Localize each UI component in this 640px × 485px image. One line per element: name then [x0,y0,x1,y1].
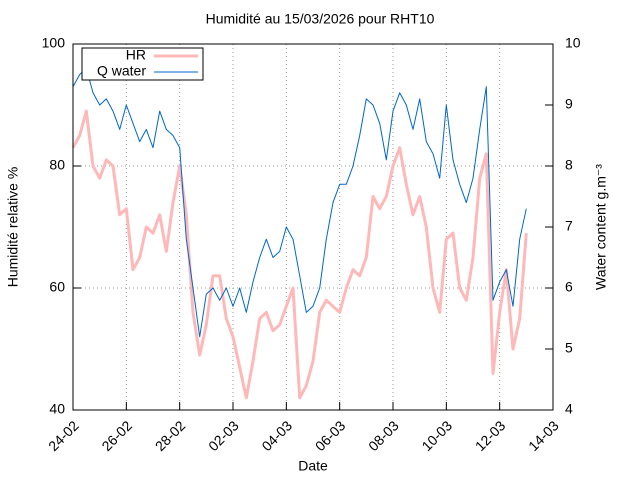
y2-tick-label: 9 [565,96,573,112]
y2-tick-label: 7 [565,218,573,234]
y-tick-label: 100 [42,35,66,51]
y-tick-label: 60 [49,279,65,295]
x-tick-label: 12-03 [472,417,509,454]
x-tick-label: 06-03 [312,417,349,454]
y2-tick-label: 8 [565,157,573,173]
y2-axis-label: Water content g.m⁻³ [593,164,609,290]
y2-tick-label: 6 [565,279,573,295]
legend-box [81,47,204,81]
x-tick-label: 14-03 [525,417,562,454]
x-tick-label: 08-03 [365,417,402,454]
x-tick-label: 02-03 [205,417,242,454]
x-tick-label: 28-02 [152,417,189,454]
y-tick-label: 80 [49,157,65,173]
x-tick-label: 04-03 [258,417,295,454]
y-axis-label: Humidité relative % [5,167,21,288]
chart-title: Humidité au 15/03/2026 pour RHT10 [206,11,435,27]
y-tick-label: 40 [49,401,65,417]
y2-tick-label: 5 [565,340,573,356]
y2-tick-label: 10 [565,35,581,51]
legend-label: Q water [97,63,146,79]
data-line [71,109,528,400]
y2-tick-label: 4 [565,401,573,417]
legend-label: HR [126,47,146,63]
plot-frame [72,43,554,411]
data-line [72,67,527,338]
x-tick-label: 24-02 [45,417,82,454]
x-tick-label: 26-02 [98,417,135,454]
x-axis-label: Date [298,458,328,474]
x-tick-label: 10-03 [418,417,455,454]
